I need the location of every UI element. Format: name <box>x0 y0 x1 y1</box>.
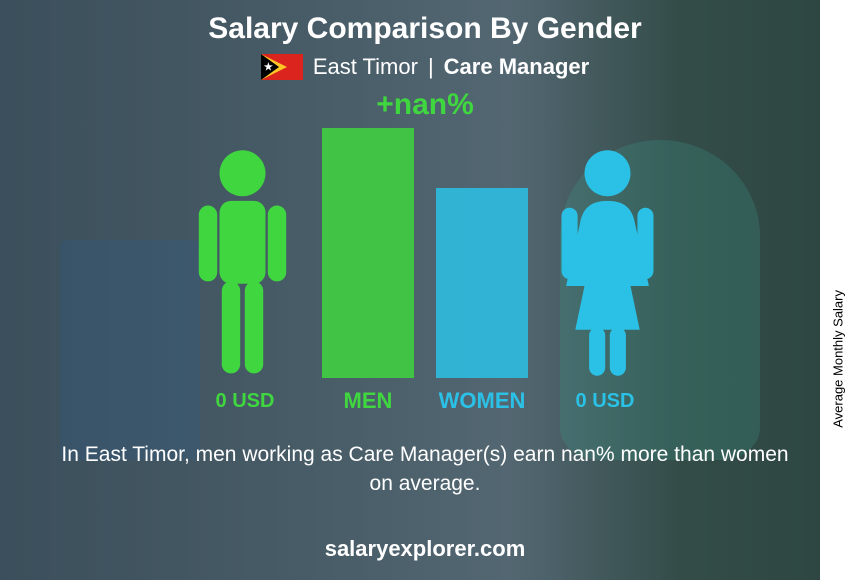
subtitle-role: Care Manager <box>444 54 590 80</box>
women-category-label: WOMEN <box>436 388 528 414</box>
figure-row <box>145 128 705 378</box>
labels-row: 0 USD MEN WOMEN 0 USD <box>145 388 705 414</box>
subtitle-sep: | <box>428 54 434 80</box>
man-icon <box>185 148 300 378</box>
chart-title: Salary Comparison By Gender <box>208 12 641 46</box>
subtitle-country: East Timor <box>313 54 418 80</box>
men-value-label: 0 USD <box>190 390 300 413</box>
subtitle-row: ★ East Timor | Care Manager <box>261 54 589 80</box>
flag-icon: ★ <box>261 54 303 80</box>
men-category-label: MEN <box>322 388 414 414</box>
footer-brand: salaryexplorer.com <box>0 536 850 562</box>
woman-icon <box>550 148 665 378</box>
women-value-label: 0 USD <box>550 390 660 413</box>
men-bar <box>322 128 414 378</box>
chart-area: +nan% <box>145 94 705 414</box>
caption-text: In East Timor, men working as Care Manag… <box>55 440 795 499</box>
women-bar <box>436 188 528 378</box>
difference-label: +nan% <box>145 88 705 122</box>
infographic-container: Salary Comparison By Gender ★ East Timor… <box>0 0 850 580</box>
